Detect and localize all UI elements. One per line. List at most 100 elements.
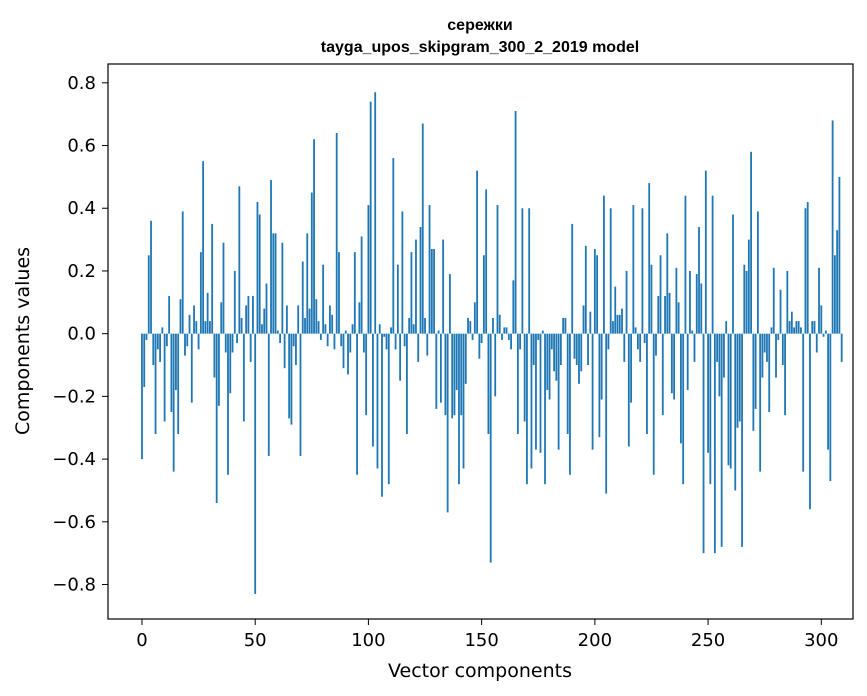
bar	[600, 333, 603, 400]
bar	[657, 296, 660, 334]
bar	[467, 317, 469, 334]
bar	[532, 333, 535, 366]
bar	[435, 333, 438, 409]
bar	[394, 333, 397, 350]
bar	[460, 333, 463, 416]
y-tick-label: 0.4	[67, 198, 96, 219]
bar	[571, 223, 574, 334]
plot-frame	[107, 63, 854, 620]
bar	[797, 321, 800, 334]
bar	[512, 280, 515, 334]
bar	[777, 333, 780, 340]
bar	[591, 333, 594, 450]
bar	[313, 139, 315, 334]
bar	[184, 333, 186, 356]
bar	[723, 333, 725, 378]
y-tick-label: 0.6	[67, 136, 96, 157]
bar	[648, 183, 651, 334]
bar	[419, 227, 422, 334]
bar	[408, 317, 411, 334]
bar	[548, 333, 551, 400]
bar	[385, 333, 388, 350]
bar	[704, 170, 707, 334]
bar	[204, 321, 207, 334]
bar	[159, 333, 161, 362]
bar	[661, 333, 664, 416]
bar	[195, 321, 198, 334]
bar	[666, 233, 669, 334]
y-tick-label: −0.2	[52, 386, 96, 407]
bar	[319, 333, 322, 340]
bar	[636, 333, 639, 350]
bar	[702, 333, 705, 554]
bar	[559, 333, 562, 366]
bar	[163, 333, 166, 422]
bar	[324, 324, 327, 334]
bar	[446, 333, 449, 513]
bar	[367, 205, 370, 334]
bar	[290, 333, 293, 425]
bar	[378, 324, 381, 334]
bar	[170, 333, 173, 413]
bar	[464, 333, 467, 384]
bar	[575, 333, 578, 366]
bar	[349, 333, 352, 353]
bar	[682, 333, 685, 485]
bar	[372, 333, 374, 447]
bar	[790, 311, 793, 334]
bar	[718, 333, 721, 397]
bar	[711, 195, 714, 334]
bar	[340, 333, 343, 347]
bar	[485, 189, 488, 334]
bar	[827, 333, 829, 450]
bar	[451, 333, 454, 419]
bar	[310, 192, 313, 334]
bar	[670, 333, 673, 394]
bar	[186, 333, 189, 347]
bar	[168, 296, 171, 334]
bar	[716, 333, 719, 362]
bar	[417, 333, 420, 362]
bar	[766, 333, 768, 362]
bar	[725, 321, 728, 334]
bar	[528, 208, 531, 334]
bar	[424, 317, 426, 334]
x-tick-label: 50	[244, 630, 267, 651]
bar	[587, 333, 589, 366]
bar	[544, 333, 546, 485]
bar	[428, 205, 431, 334]
y-tick-label: −0.4	[52, 449, 96, 470]
bar	[175, 333, 177, 391]
bar	[781, 333, 784, 366]
bar	[641, 208, 644, 334]
bar	[181, 211, 184, 334]
bar	[206, 292, 209, 334]
bar	[193, 305, 195, 334]
bar	[482, 255, 485, 334]
bar	[646, 333, 648, 434]
bar	[247, 296, 250, 334]
bar	[621, 308, 623, 334]
bar	[584, 245, 587, 334]
bar	[365, 333, 368, 416]
bar	[410, 252, 413, 334]
bar	[473, 302, 476, 334]
bar	[691, 330, 694, 334]
bar	[818, 267, 820, 334]
chart-title: сережки	[447, 17, 512, 34]
bar	[270, 180, 272, 334]
bar	[734, 333, 737, 491]
bar	[526, 333, 528, 485]
bar	[376, 333, 379, 469]
bar	[211, 223, 214, 334]
bar	[360, 236, 363, 334]
bar	[689, 270, 691, 334]
bar	[304, 317, 306, 334]
bar	[539, 333, 542, 453]
bar	[732, 214, 734, 334]
bar	[381, 333, 383, 497]
bar	[208, 321, 211, 334]
bar	[578, 333, 580, 384]
y-tick-label: −0.6	[52, 512, 96, 533]
bar	[344, 330, 347, 334]
